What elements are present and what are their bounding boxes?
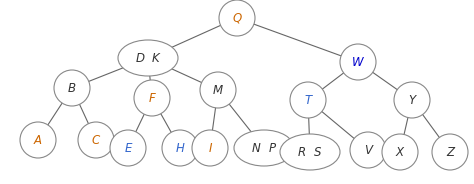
Circle shape xyxy=(20,122,56,158)
Circle shape xyxy=(78,122,114,158)
Text: E: E xyxy=(124,141,132,155)
Circle shape xyxy=(134,80,170,116)
Text: P: P xyxy=(268,141,275,155)
Circle shape xyxy=(192,130,228,166)
Text: I: I xyxy=(208,141,212,155)
Circle shape xyxy=(382,134,418,170)
Text: Z: Z xyxy=(446,146,454,158)
Circle shape xyxy=(54,70,90,106)
Circle shape xyxy=(219,0,255,36)
Ellipse shape xyxy=(234,130,294,166)
Text: W: W xyxy=(352,56,364,68)
Text: D: D xyxy=(136,52,145,65)
Text: H: H xyxy=(175,141,184,155)
Text: F: F xyxy=(149,91,155,105)
Text: C: C xyxy=(92,134,100,146)
Text: B: B xyxy=(68,82,76,95)
Text: M: M xyxy=(213,84,223,96)
Ellipse shape xyxy=(280,134,340,170)
Circle shape xyxy=(350,132,386,168)
Circle shape xyxy=(200,72,236,108)
Text: Q: Q xyxy=(232,11,242,24)
Text: S: S xyxy=(314,146,322,158)
Text: N: N xyxy=(252,141,260,155)
Text: Y: Y xyxy=(409,93,416,107)
Circle shape xyxy=(110,130,146,166)
Text: X: X xyxy=(396,146,404,158)
Text: A: A xyxy=(34,134,42,146)
Text: T: T xyxy=(304,93,311,107)
Circle shape xyxy=(162,130,198,166)
Circle shape xyxy=(290,82,326,118)
Circle shape xyxy=(432,134,468,170)
Circle shape xyxy=(394,82,430,118)
Text: R: R xyxy=(298,146,306,158)
Ellipse shape xyxy=(118,40,178,76)
Text: V: V xyxy=(364,144,372,157)
Circle shape xyxy=(340,44,376,80)
Text: K: K xyxy=(152,52,160,65)
